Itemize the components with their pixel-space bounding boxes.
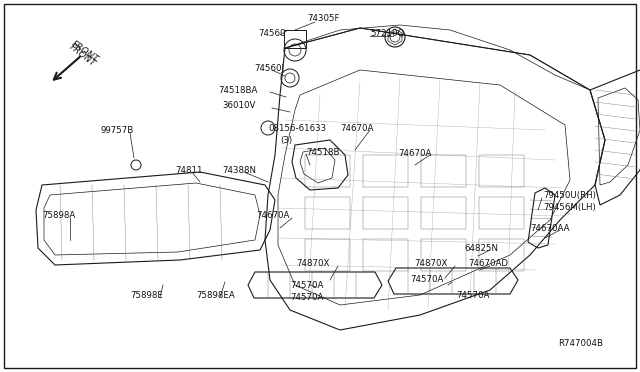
Text: 75898EA: 75898EA [196, 291, 235, 299]
Text: 74811: 74811 [175, 166, 202, 174]
Text: FRONT: FRONT [68, 42, 98, 68]
Text: 74518BA: 74518BA [218, 86, 257, 94]
Text: 36010V: 36010V [222, 100, 255, 109]
Text: (3): (3) [280, 135, 292, 144]
Text: 79450U(RH): 79450U(RH) [543, 190, 596, 199]
Text: 74560: 74560 [258, 29, 285, 38]
Bar [363, 197, 408, 229]
Bar [421, 155, 466, 187]
Text: 74670A: 74670A [256, 211, 289, 219]
Text: 74305F: 74305F [307, 13, 339, 22]
Text: 08156-61633: 08156-61633 [268, 124, 326, 132]
Bar [421, 197, 466, 229]
Bar [479, 197, 524, 229]
Bar [479, 239, 524, 271]
Text: 74570A: 74570A [456, 291, 490, 299]
Text: 74570A: 74570A [290, 294, 323, 302]
Text: FRONT: FRONT [70, 39, 100, 64]
Text: 74870X: 74870X [296, 259, 330, 267]
Text: 74570A: 74570A [290, 280, 323, 289]
Bar [305, 239, 350, 271]
Bar [305, 197, 350, 229]
Text: 74560J: 74560J [254, 64, 284, 73]
Text: 75898E: 75898E [130, 291, 163, 299]
Text: 74570A: 74570A [410, 276, 444, 285]
Text: 74670AD: 74670AD [468, 260, 508, 269]
Bar [479, 155, 524, 187]
Text: 74870X: 74870X [414, 259, 447, 267]
Text: 74670A: 74670A [398, 148, 431, 157]
Bar [305, 155, 350, 187]
Text: 99757B: 99757B [100, 125, 133, 135]
Text: 75898A: 75898A [42, 211, 76, 219]
Bar [363, 239, 408, 271]
Text: 64825N: 64825N [464, 244, 498, 253]
Text: 74670A: 74670A [340, 124, 373, 132]
Text: 79456M(LH): 79456M(LH) [543, 202, 596, 212]
Bar [284, 30, 306, 48]
Text: 74518B: 74518B [306, 148, 339, 157]
Text: 57210Q: 57210Q [370, 29, 404, 38]
Bar [363, 155, 408, 187]
Text: 74670AA: 74670AA [530, 224, 570, 232]
Bar [421, 239, 466, 271]
Text: R747004B: R747004B [558, 339, 603, 347]
Text: 74388N: 74388N [222, 166, 256, 174]
